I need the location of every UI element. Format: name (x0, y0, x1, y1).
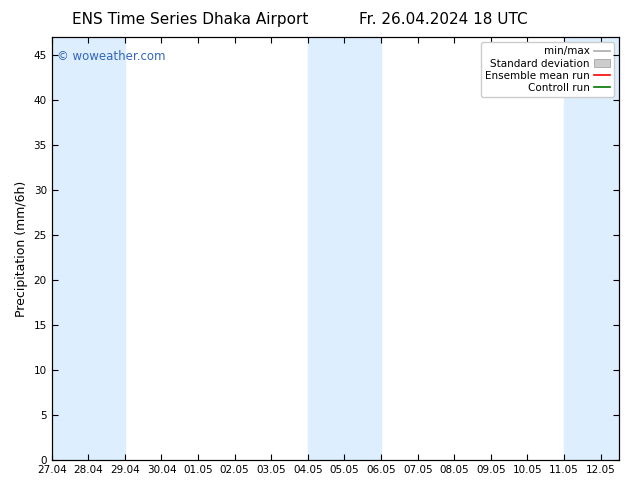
Text: Fr. 26.04.2024 18 UTC: Fr. 26.04.2024 18 UTC (359, 12, 528, 27)
Text: © woweather.com: © woweather.com (57, 50, 166, 63)
Bar (88, 37, 125, 460)
Y-axis label: Precipitation (mm/6h): Precipitation (mm/6h) (15, 180, 28, 317)
Legend: min/max, Standard deviation, Ensemble mean run, Controll run: min/max, Standard deviation, Ensemble me… (481, 42, 614, 97)
Text: ENS Time Series Dhaka Airport: ENS Time Series Dhaka Airport (72, 12, 308, 27)
Bar (564, 37, 619, 460)
Bar (51, 37, 88, 460)
Bar (308, 37, 344, 460)
Bar (344, 37, 381, 460)
